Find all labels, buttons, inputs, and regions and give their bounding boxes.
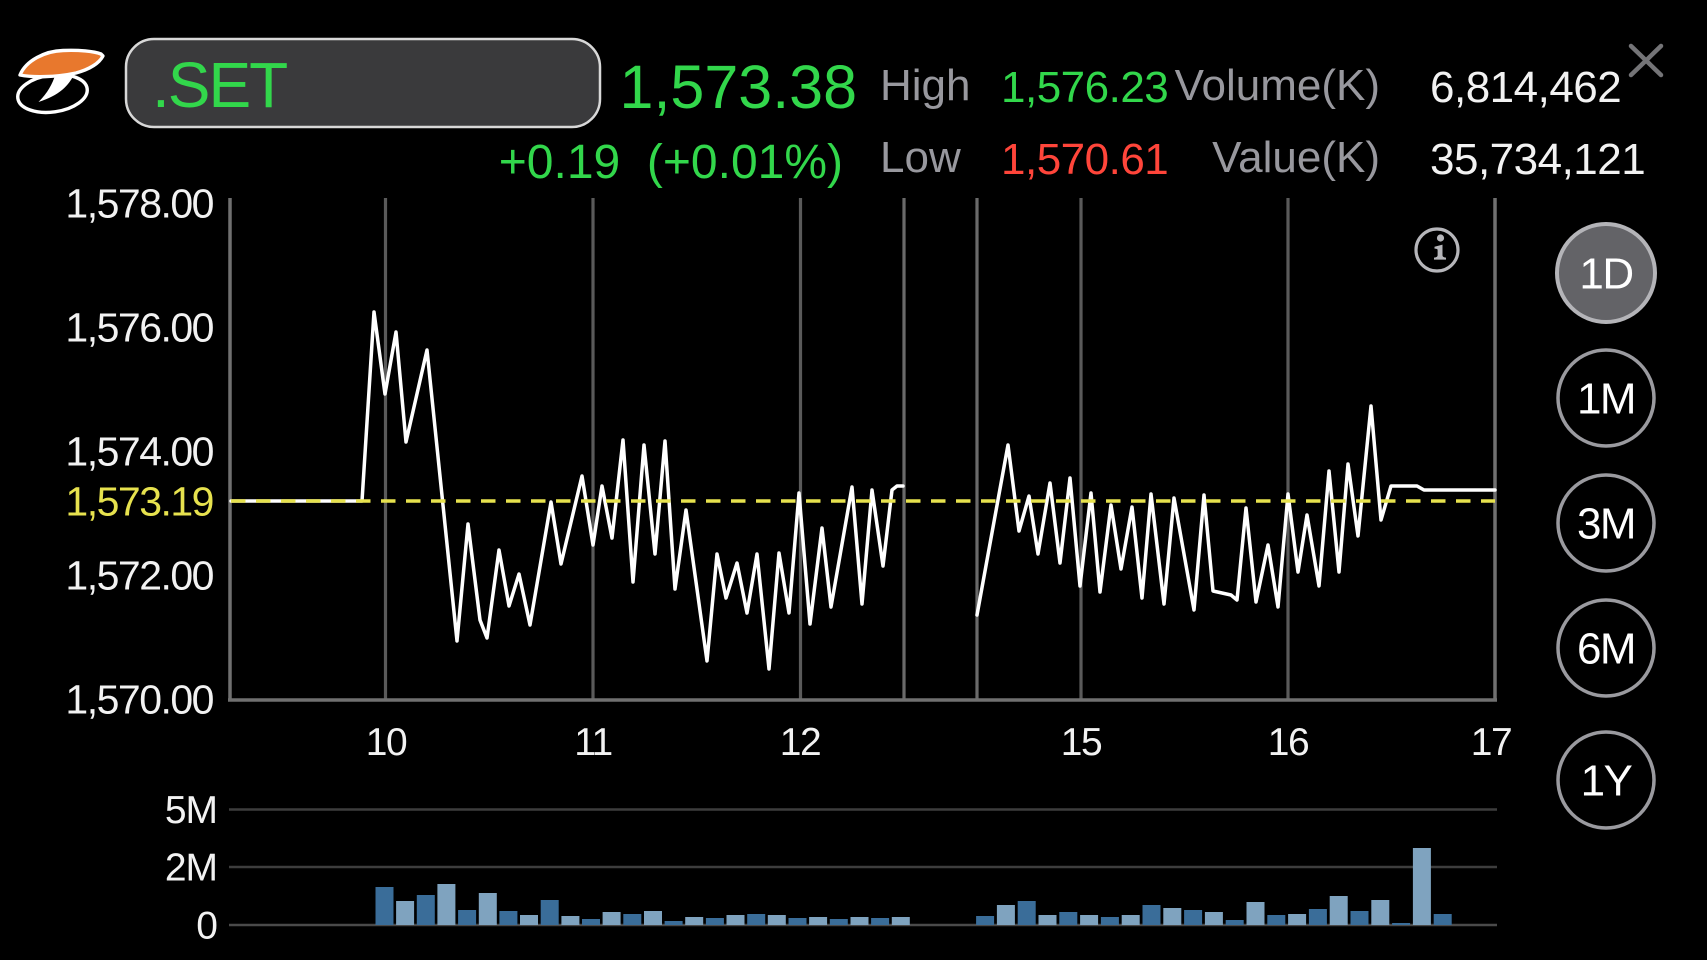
svg-text:17: 17: [1471, 721, 1511, 764]
svg-text:10: 10: [366, 721, 407, 764]
svg-text:.SET: .SET: [152, 49, 287, 121]
svg-text:1,576.00: 1,576.00: [65, 305, 213, 351]
svg-text:1,578.00: 1,578.00: [65, 181, 213, 227]
svg-text:1,574.00: 1,574.00: [65, 429, 213, 475]
svg-text:12: 12: [780, 721, 820, 764]
svg-text:1M: 1M: [1577, 375, 1635, 424]
svg-text:1Y: 1Y: [1581, 757, 1633, 806]
svg-text:+0.19 (+0.01%): +0.19 (+0.01%): [499, 136, 843, 189]
svg-text:1,570.61: 1,570.61: [1001, 135, 1168, 184]
svg-text:16: 16: [1268, 721, 1308, 764]
svg-text:Low: Low: [880, 133, 961, 182]
svg-text:1D: 1D: [1579, 250, 1632, 299]
svg-text:3M: 3M: [1577, 500, 1635, 549]
svg-text:High: High: [880, 61, 971, 110]
svg-text:1,572.00: 1,572.00: [65, 553, 213, 599]
svg-text:Value(K): Value(K): [1212, 133, 1380, 182]
svg-text:1,573.19: 1,573.19: [65, 479, 213, 525]
svg-text:6,814,462: 6,814,462: [1430, 63, 1621, 112]
svg-text:5M: 5M: [165, 789, 217, 832]
svg-text:15: 15: [1061, 721, 1102, 764]
svg-text:11: 11: [574, 721, 612, 764]
svg-text:0: 0: [196, 905, 217, 948]
svg-text:1,570.00: 1,570.00: [65, 677, 213, 723]
svg-text:35,734,121: 35,734,121: [1430, 135, 1645, 184]
svg-text:Volume(K): Volume(K): [1175, 61, 1380, 110]
svg-text:1,576.23: 1,576.23: [1001, 63, 1168, 112]
svg-text:1,573.38: 1,573.38: [620, 53, 857, 121]
svg-text:6M: 6M: [1577, 625, 1635, 674]
svg-text:2M: 2M: [165, 847, 217, 890]
